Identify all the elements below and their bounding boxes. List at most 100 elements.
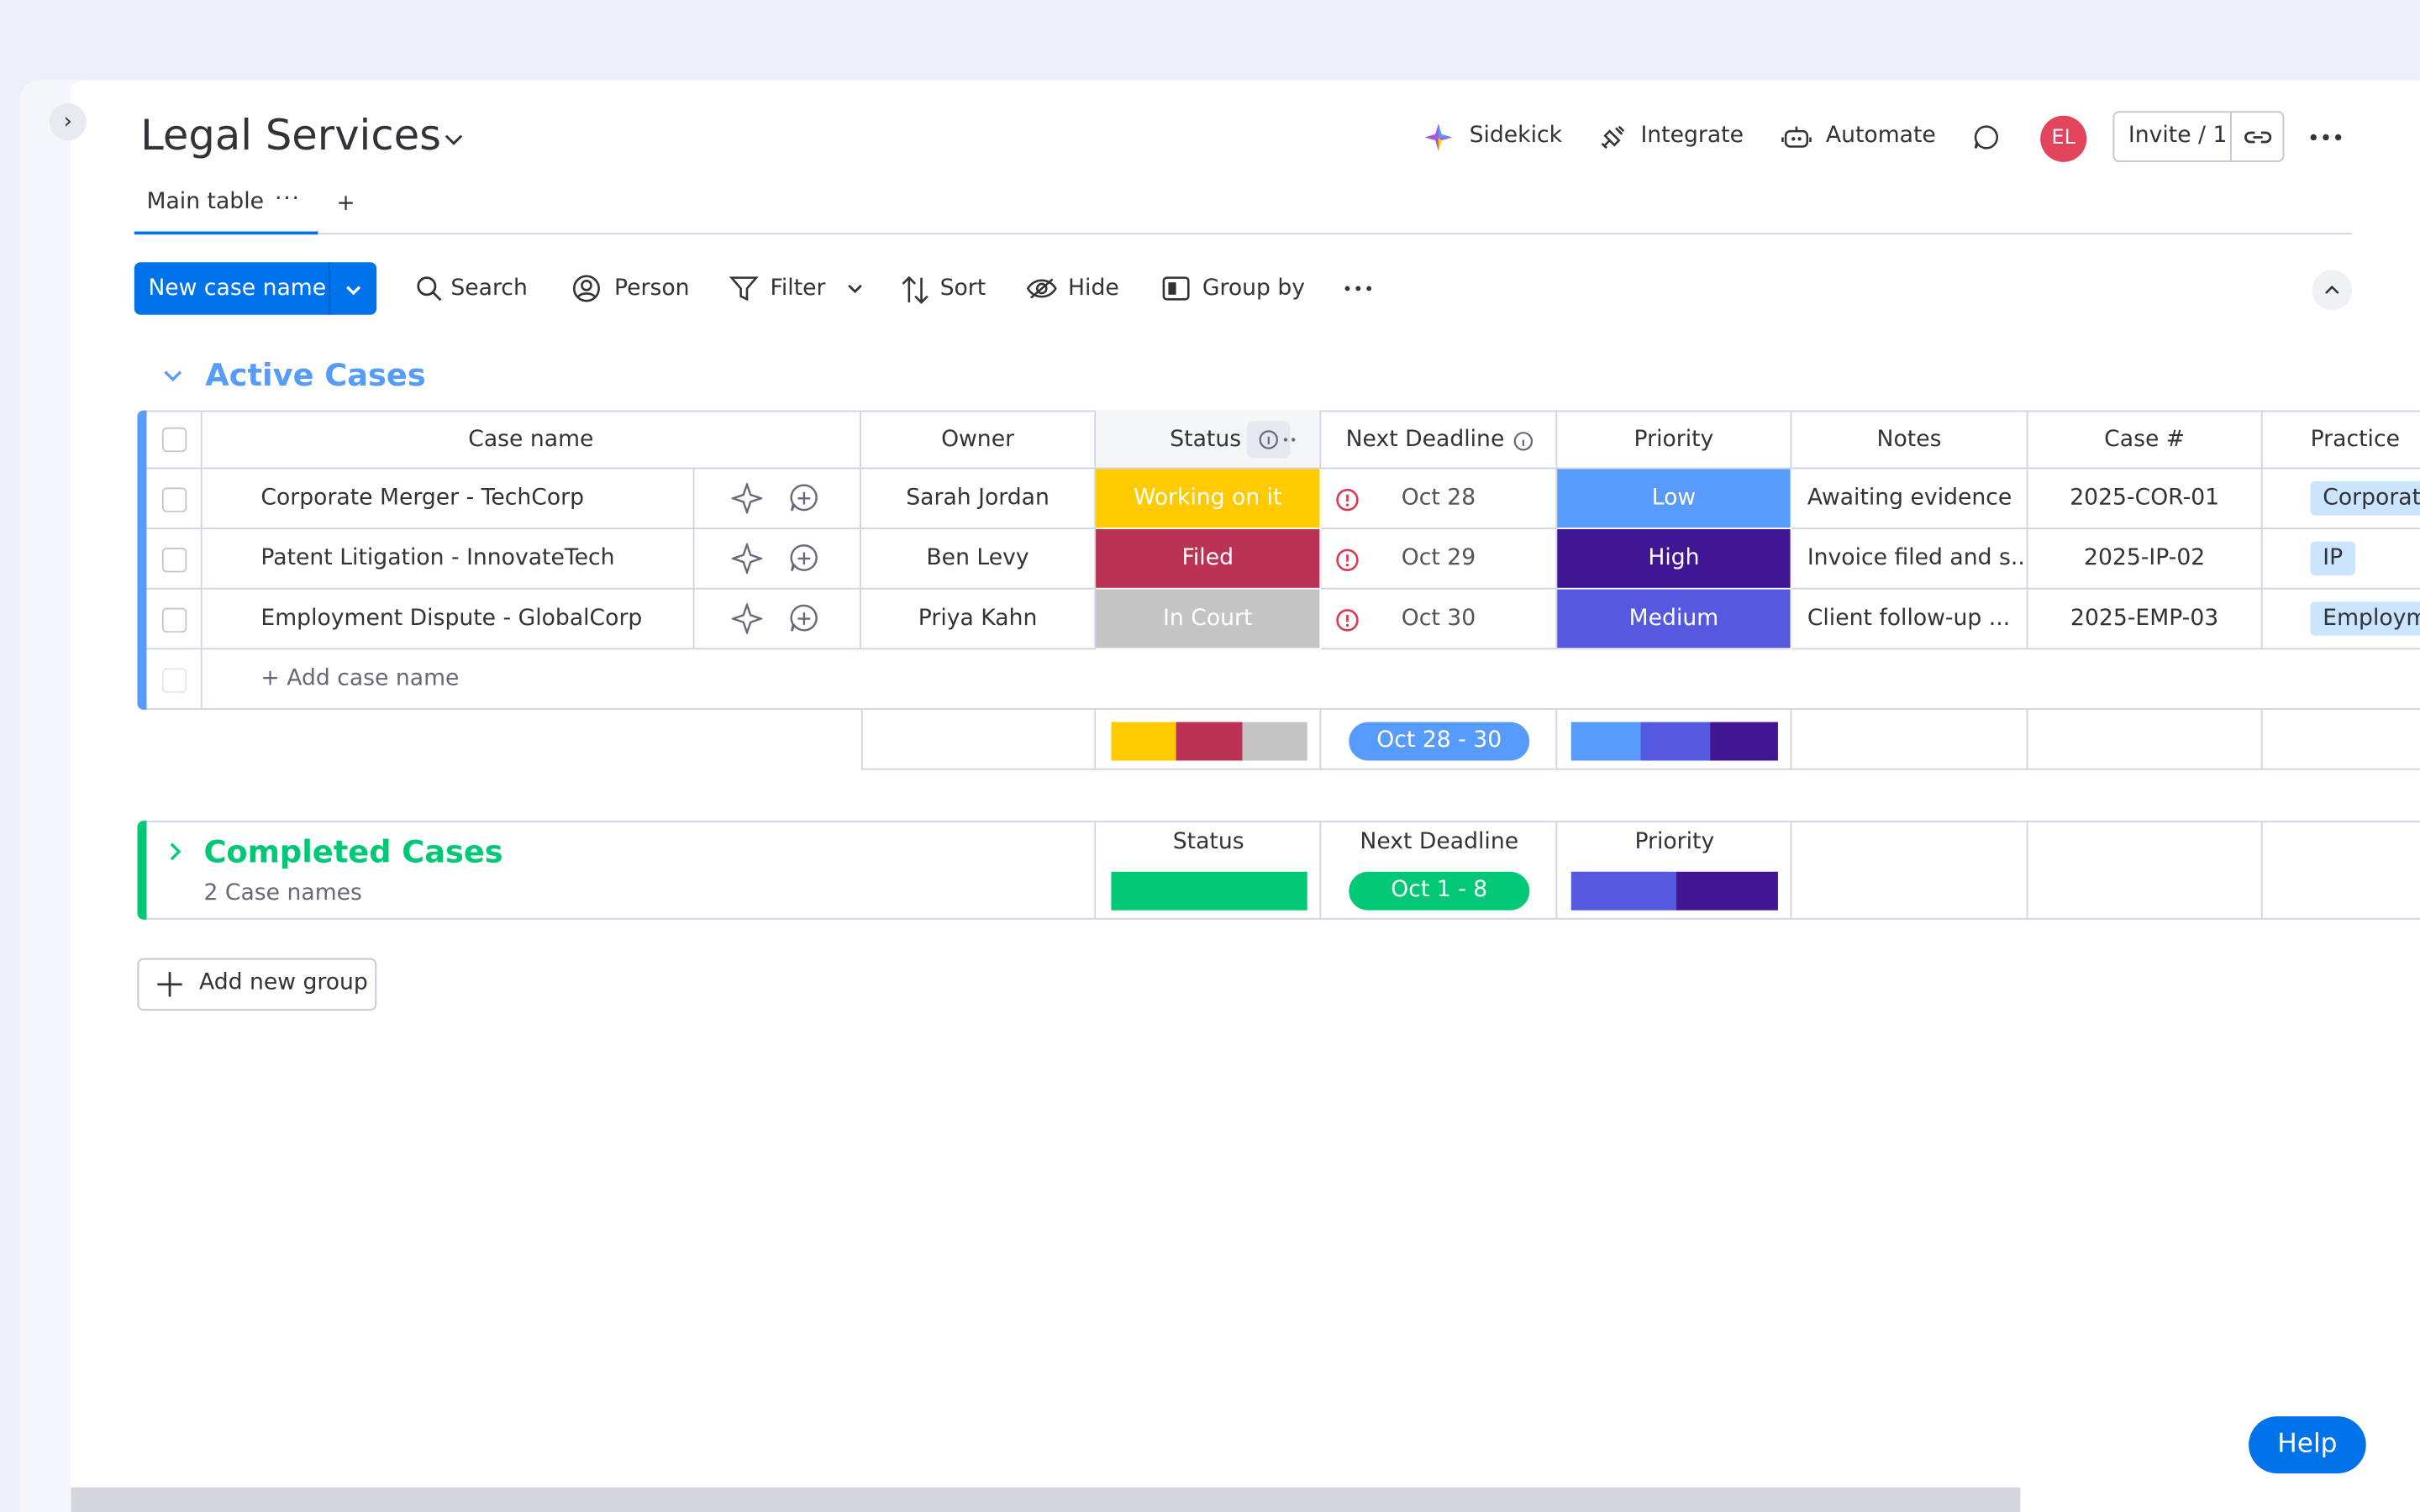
add-group-button[interactable]: [137, 958, 377, 1011]
group-color-bar: [137, 821, 147, 920]
overdue-icon: [1335, 548, 1360, 572]
sidebar-toggle[interactable]: ›: [49, 103, 87, 141]
notes-cell: Client follow-up ...: [1791, 589, 2028, 650]
header-checkbox-cell: [146, 410, 203, 470]
row-checkbox-cell: [146, 589, 203, 650]
summary-left-border: [860, 709, 863, 770]
sidekick-action[interactable]: [729, 601, 765, 636]
new-item-button[interactable]: [134, 262, 377, 315]
add-update[interactable]: [789, 603, 820, 634]
column-header[interactable]: Case #: [2028, 410, 2263, 470]
status-summary-segment: [1111, 871, 1307, 911]
sidekick-action[interactable]: [729, 541, 765, 576]
checkbox[interactable]: [161, 607, 187, 633]
owner-cell: Ben Levy: [860, 529, 1097, 590]
column-header[interactable]: Practice: [2262, 411, 2420, 470]
automate-icon: [1781, 126, 1812, 148]
add-group-label[interactable]: Add new group: [198, 970, 368, 995]
integrate[interactable]: Integrate: [1640, 123, 1744, 149]
group-by[interactable]: Group by: [1202, 276, 1306, 302]
practice-cell: Employment: [2262, 590, 2420, 650]
deadline-cell: Oct 30: [1321, 589, 1558, 650]
add-update[interactable]: [789, 543, 820, 575]
person[interactable]: Person: [614, 276, 690, 302]
new-item-dropdown[interactable]: [341, 278, 366, 302]
filter-icon: [729, 276, 759, 302]
filter[interactable]: Filter: [770, 276, 826, 302]
group-count: 2 Case names: [203, 880, 362, 906]
checkbox[interactable]: [161, 487, 187, 512]
column-header[interactable]: Case name: [202, 410, 861, 470]
filter-dropdown[interactable]: [844, 278, 866, 300]
add-update[interactable]: [789, 483, 820, 514]
tab-menu[interactable]: ···: [274, 186, 301, 212]
sidekick[interactable]: Sidekick: [1469, 123, 1563, 149]
title-dropdown[interactable]: [441, 127, 466, 151]
summary-cell: [1096, 709, 1322, 770]
checkbox[interactable]: [161, 548, 187, 573]
avatar[interactable]: EL: [2040, 115, 2087, 162]
search[interactable]: Search: [450, 276, 528, 302]
priority-summary-segment: [1570, 722, 1641, 761]
add-item-cell[interactable]: + Add case name: [202, 649, 2420, 710]
priority-cell[interactable]: Medium: [1557, 589, 1792, 650]
new-item-label[interactable]: New case name: [148, 276, 327, 302]
priority-summary-segment: [1676, 871, 1778, 911]
status-cell[interactable]: Working on it: [1096, 469, 1322, 530]
priority-cell[interactable]: Low: [1557, 469, 1792, 530]
group-collapse[interactable]: [160, 364, 185, 388]
group-title[interactable]: Completed Cases: [203, 832, 503, 870]
group-title[interactable]: Active Cases: [205, 356, 426, 394]
hide[interactable]: Hide: [1068, 276, 1119, 302]
deadline-summary: Oct 28 - 30: [1349, 722, 1530, 761]
summary-cell: [1557, 709, 1792, 770]
column-header[interactable]: Priority: [1557, 410, 1792, 470]
tab-add[interactable]: +: [336, 191, 355, 217]
group-by-icon: [1162, 276, 1190, 301]
board-title[interactable]: Legal Services: [140, 113, 441, 161]
help-button[interactable]: Help: [2249, 1416, 2366, 1474]
column-header[interactable]: Next Deadline: [1321, 410, 1558, 470]
overdue-icon: [1335, 608, 1360, 633]
column-header[interactable]: Notes: [1791, 410, 2028, 470]
collapse-button[interactable]: [2312, 270, 2353, 311]
priority-cell[interactable]: High: [1557, 529, 1792, 590]
practice-tag: IP: [2310, 541, 2355, 576]
invite-label[interactable]: Invite / 1: [2128, 123, 2228, 149]
case-number-cell: 2025-EMP-03: [2028, 589, 2263, 650]
priority-summary-segment: [1640, 722, 1711, 761]
invite-button[interactable]: [2112, 111, 2285, 162]
tab-line: [134, 233, 2353, 235]
summary-cell: [2028, 709, 2263, 770]
group-cell: [1557, 821, 1792, 920]
group-cell: [146, 821, 1097, 920]
deadline-cell: Oct 28: [1321, 469, 1558, 530]
case-number-cell: 2025-COR-01: [2028, 469, 2263, 530]
column-header[interactable]: Owner: [860, 410, 1097, 470]
group-cell: [2262, 821, 2420, 920]
sidekick-action[interactable]: [729, 481, 765, 516]
automate[interactable]: Automate: [1825, 123, 1936, 149]
tab-main[interactable]: Main table: [146, 189, 264, 215]
updates-icon[interactable]: [1971, 122, 2002, 153]
sort[interactable]: Sort: [939, 276, 986, 302]
search-icon: [417, 276, 442, 302]
hide-icon: [1026, 278, 1057, 299]
checkbox[interactable]: [161, 427, 187, 453]
notes-cell: Awaiting evidence: [1791, 469, 2028, 530]
link-icon[interactable]: [2243, 123, 2274, 151]
item-actions-cell: [694, 589, 861, 650]
sort-icon: [902, 276, 929, 304]
item-actions-cell: [694, 469, 861, 530]
case-number-cell: 2025-IP-02: [2028, 529, 2263, 590]
toolbar-more[interactable]: [1343, 282, 1374, 295]
priority-summary-segment: [1570, 871, 1676, 911]
more-menu[interactable]: [2309, 129, 2346, 144]
group-expand[interactable]: [162, 839, 187, 864]
notes-cell: Invoice filed and s...: [1791, 529, 2028, 590]
status-cell[interactable]: Filed: [1096, 529, 1322, 590]
status-cell[interactable]: In Court: [1096, 589, 1322, 650]
add-icon: [157, 972, 182, 997]
column-header: Priority: [1634, 830, 1715, 855]
